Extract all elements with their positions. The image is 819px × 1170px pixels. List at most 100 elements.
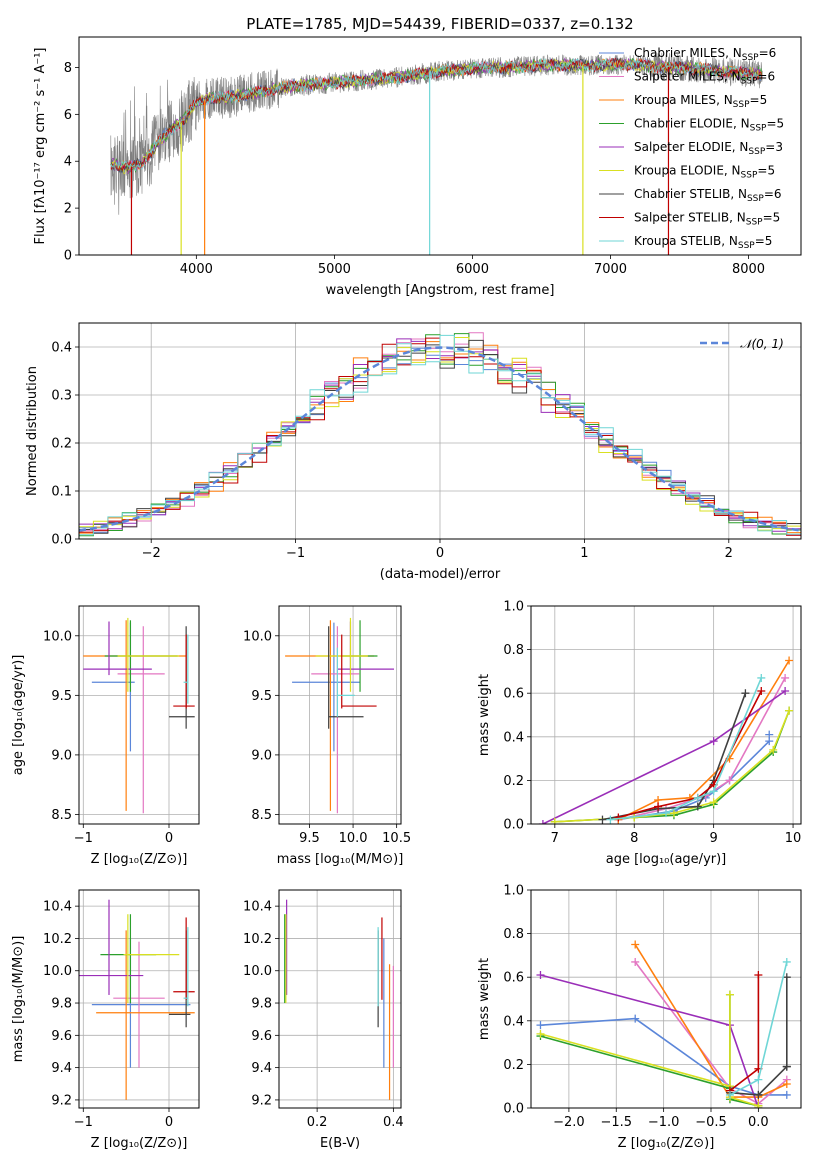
axes-frame bbox=[78, 605, 200, 825]
errorbar-salpeter-miles bbox=[113, 941, 165, 1068]
x-tick-label: 7 bbox=[551, 831, 559, 846]
data-point bbox=[685, 793, 694, 802]
x-axis-label: wavelength [Angstrom, rest frame] bbox=[326, 283, 555, 298]
x-axis-label: mass [log₁₀(M/M⊙)] bbox=[277, 852, 404, 867]
y-tick-label: 9.4 bbox=[251, 1061, 272, 1076]
x-tick-label: −1 bbox=[74, 831, 93, 846]
y-tick-label: 0.2 bbox=[503, 774, 524, 789]
legend-series-name: Salpeter ELODIE bbox=[634, 140, 732, 154]
axes-frame bbox=[278, 889, 402, 1109]
plot-area-mass-vs-EBV bbox=[284, 899, 394, 1100]
x-tick-label: 0.0 bbox=[748, 1115, 769, 1130]
axes-frame bbox=[278, 605, 402, 825]
data-point bbox=[669, 809, 678, 818]
y-axis-label: mass weight bbox=[477, 674, 492, 756]
legend-ssp: SSP bbox=[748, 147, 765, 157]
x-axis-label: E(B-V) bbox=[320, 1136, 360, 1151]
legend-series-name: Kroupa ELODIE bbox=[634, 164, 724, 178]
data-point bbox=[536, 971, 545, 980]
data-point bbox=[757, 687, 766, 696]
x-tick-label: 0 bbox=[165, 831, 173, 846]
x-axis-label: age [log₁₀(age/yr)] bbox=[606, 852, 727, 867]
y-tick-label: 4 bbox=[64, 155, 72, 170]
x-tick-label: 1 bbox=[580, 546, 588, 561]
legend-series-name: Salpeter MILES bbox=[634, 70, 724, 84]
y-tick-label: 0.4 bbox=[51, 341, 72, 356]
y-tick-label: 0.8 bbox=[503, 643, 524, 658]
plot-area-mass-weight-vs-Z bbox=[536, 940, 791, 1108]
x-tick-label: −1.0 bbox=[648, 1115, 680, 1130]
legend-count: =5 bbox=[750, 93, 768, 107]
x-tick-label: 7000 bbox=[594, 262, 627, 277]
y-tick-label: 10.0 bbox=[43, 964, 72, 979]
legend-count: =6 bbox=[757, 70, 775, 84]
data-point bbox=[725, 1090, 734, 1099]
x-tick-label: 6000 bbox=[456, 262, 489, 277]
x-tick-label: 8 bbox=[630, 831, 638, 846]
data-point bbox=[754, 971, 763, 980]
data-point bbox=[693, 802, 702, 811]
data-point bbox=[631, 940, 640, 949]
legend-entry: Chabrier ELODIE, NSSP=5 bbox=[634, 117, 784, 134]
legend-entry: Kroupa MILES, NSSP=5 bbox=[634, 93, 767, 110]
plot-area-mass-weight-vs-age bbox=[538, 656, 794, 824]
data-point bbox=[654, 802, 663, 811]
errorbar-kroupa-miles bbox=[96, 930, 195, 1100]
series-line bbox=[634, 944, 788, 1098]
axes-frame bbox=[530, 605, 802, 825]
y-tick-label: 10.4 bbox=[43, 900, 72, 915]
y-tick-label: 9.0 bbox=[251, 748, 272, 763]
legend-entry: 𝒩(0, 1) bbox=[740, 337, 784, 351]
errorbar-salpeter-stelib bbox=[173, 917, 195, 1000]
errorbar-kroupa-elodie bbox=[117, 617, 180, 692]
data-point bbox=[725, 990, 734, 999]
y-tick-label: 0.4 bbox=[503, 1014, 524, 1029]
y-tick-label: 10.0 bbox=[243, 629, 272, 644]
errorbar-salpeter-elodie bbox=[337, 621, 395, 676]
legend-count: =6 bbox=[764, 187, 782, 201]
series-chabrier-miles bbox=[765, 730, 774, 739]
legend-ssp: SSP bbox=[738, 241, 755, 251]
y-tick-label: 10.0 bbox=[43, 629, 72, 644]
data-point bbox=[782, 1090, 791, 1099]
y-tick-label: 0.4 bbox=[503, 730, 524, 745]
legend-series-name: Chabrier MILES bbox=[634, 46, 725, 60]
errorbar-chabrier-miles bbox=[292, 622, 361, 752]
data-point bbox=[725, 776, 734, 785]
y-tick-label: 0.3 bbox=[51, 389, 72, 404]
legend-n: , N bbox=[729, 211, 746, 225]
x-tick-label: 0 bbox=[436, 546, 444, 561]
y-axis-label: Normed distribution bbox=[25, 366, 40, 496]
errorbar-kroupa-stelib bbox=[336, 647, 355, 717]
data-point bbox=[785, 706, 794, 715]
model-spectrum-kroupa-stelib bbox=[110, 58, 762, 171]
legend-series-name: Kroupa MILES bbox=[634, 93, 716, 107]
y-axis-label: age [log₁₀(age/yr)] bbox=[11, 655, 26, 776]
legend-entry: Chabrier STELIB, NSSP=6 bbox=[634, 187, 782, 204]
y-tick-label: 8 bbox=[64, 61, 72, 76]
y-tick-label: 9.5 bbox=[251, 689, 272, 704]
y-tick-label: 0.1 bbox=[51, 485, 72, 500]
x-tick-label: 8000 bbox=[732, 262, 765, 277]
errorbar-kroupa-miles bbox=[83, 620, 187, 811]
model-spectrum-chabrier-stelib bbox=[110, 57, 763, 173]
data-point bbox=[693, 793, 702, 802]
y-tick-label: 9.0 bbox=[51, 748, 72, 763]
data-point bbox=[765, 730, 774, 739]
legend-n: , N bbox=[732, 140, 749, 154]
x-tick-label: 4000 bbox=[180, 262, 213, 277]
y-tick-label: 0.0 bbox=[503, 1102, 524, 1117]
legend-series-name: Chabrier ELODIE bbox=[634, 117, 733, 131]
data-point bbox=[614, 813, 623, 822]
legend-series-name: Kroupa STELIB bbox=[634, 234, 721, 248]
errorbar-salpeter-stelib bbox=[341, 634, 377, 709]
y-tick-label: 9.5 bbox=[51, 689, 72, 704]
data-point bbox=[631, 1014, 640, 1023]
panel-spectrum: 4000 5000 6000 7000 8000 0 2 4 6 8 wavelength [Ang… bbox=[33, 36, 802, 298]
data-point bbox=[785, 656, 794, 665]
figure-title: PLATE=1785, MJD=54439, FIBERID=0337, z=0… bbox=[246, 15, 633, 33]
data-point bbox=[536, 1029, 545, 1038]
errorbar-chabrier-stelib bbox=[328, 626, 364, 729]
series-kroupa-stelib bbox=[725, 957, 791, 1099]
